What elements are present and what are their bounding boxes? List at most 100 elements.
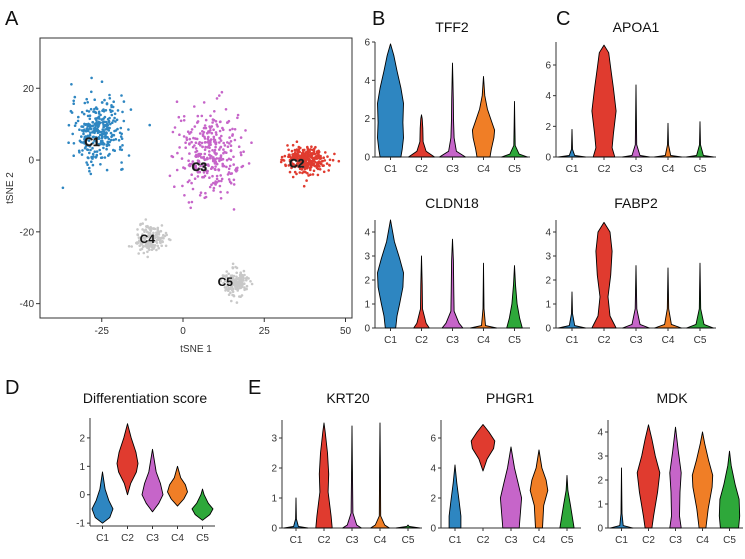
tsne-point (83, 146, 87, 150)
y-tick-label: 3 (545, 252, 551, 263)
tsne-point (148, 241, 151, 244)
tsne-point (245, 284, 249, 288)
tsne-point (215, 133, 218, 136)
tsne-point (225, 288, 228, 291)
tsne-point (80, 129, 84, 132)
y-tick-label: 3 (364, 252, 370, 263)
tsne-point (237, 283, 240, 287)
y-tick-label: 2 (79, 433, 85, 444)
violin-panel-cldn18: CLDN18 0 1 2 3 4 C1 C2 C3 C4 C5 (364, 195, 530, 346)
x-tick-label: C3 (669, 535, 682, 546)
tsne-point (105, 147, 108, 151)
tsne-point (286, 144, 289, 147)
tsne-point (232, 294, 235, 297)
tsne-point (247, 277, 250, 280)
tsne-point (208, 146, 211, 149)
tsne-point (220, 277, 223, 281)
tsne-point (142, 251, 146, 255)
tsne-point (181, 184, 184, 188)
violin-c2 (408, 114, 435, 158)
tsne-point (127, 245, 131, 248)
violin-c3 (141, 448, 164, 513)
x-tick-label: C5 (694, 335, 707, 346)
tsne-point (212, 189, 215, 192)
tsne-point (138, 239, 141, 242)
tsne-point (106, 117, 110, 121)
tsne-point (233, 128, 237, 131)
tsne-point (296, 148, 299, 152)
x-tick-label: C5 (561, 535, 574, 546)
tsne-point (219, 174, 222, 177)
tsne-point (190, 181, 193, 185)
tsne-point (80, 153, 84, 156)
tsne-point (99, 113, 102, 117)
tsne-point (107, 126, 111, 130)
tsne-point (214, 131, 218, 134)
violin-c3 (499, 446, 523, 529)
tsne-point (219, 190, 222, 194)
tsne-point (315, 150, 319, 153)
x-tick-label: C5 (694, 164, 707, 175)
tsne-point (214, 168, 217, 171)
tsne-point (308, 162, 312, 166)
tsne-point (112, 148, 115, 152)
y-tick-label: 6 (430, 434, 436, 445)
tsne-point (213, 138, 217, 142)
tsne-point (105, 143, 109, 147)
tsne-point (88, 114, 92, 117)
tsne-point (103, 131, 106, 134)
tsne-point (240, 294, 244, 297)
tsne-point (196, 175, 200, 178)
x-tick-label: C1 (384, 335, 397, 346)
tsne-point (222, 151, 225, 155)
violin-c1 (609, 467, 634, 529)
tsne-point (199, 164, 202, 168)
tsne-point (88, 169, 91, 173)
tsne-point (250, 282, 254, 286)
tsne-point (311, 173, 315, 176)
tsne-point (198, 141, 201, 144)
tsne-point (93, 98, 96, 101)
tsne-point (219, 279, 222, 283)
tsne-point (95, 121, 98, 124)
tsne-point (110, 135, 113, 139)
tsne-point (135, 242, 139, 245)
tsne-point (96, 137, 100, 140)
tsne-point (83, 135, 87, 139)
tsne-point (323, 159, 327, 162)
tsne-point (204, 141, 207, 144)
tsne-point (229, 291, 232, 295)
tsne-point (127, 154, 131, 157)
tsne-point (173, 126, 177, 129)
x-tick-label: C2 (477, 535, 490, 546)
tsne-point (204, 191, 207, 195)
tsne-point (146, 250, 149, 254)
tsne-point (112, 100, 115, 103)
tsne-point (114, 120, 117, 123)
x-tick-label: C1 (290, 535, 303, 546)
tsne-point (136, 228, 139, 231)
tsne-point (104, 128, 107, 131)
tsne-point (234, 287, 238, 291)
cluster-c5-points (219, 262, 254, 304)
tsne-point (220, 179, 223, 183)
tsne-point (141, 228, 144, 231)
tsne-point (226, 284, 229, 288)
tsne-point (203, 196, 206, 200)
tsne-point (233, 279, 237, 283)
tsne-point (295, 172, 298, 176)
y-tick-label: 0 (79, 490, 85, 501)
tsne-point (95, 140, 98, 144)
tsne-point (218, 141, 221, 144)
x-tick-label: C4 (477, 335, 490, 346)
tsne-point (82, 112, 86, 116)
tsne-point (196, 121, 199, 124)
tsne-point (303, 163, 307, 166)
tsne-point (236, 113, 240, 117)
tsne-point (147, 235, 151, 239)
x-tick-label: C5 (508, 164, 521, 175)
tsne-point (303, 161, 306, 164)
tsne-point (308, 148, 311, 152)
tsne-point (202, 131, 206, 134)
y-tick-label: 0 (597, 524, 603, 535)
